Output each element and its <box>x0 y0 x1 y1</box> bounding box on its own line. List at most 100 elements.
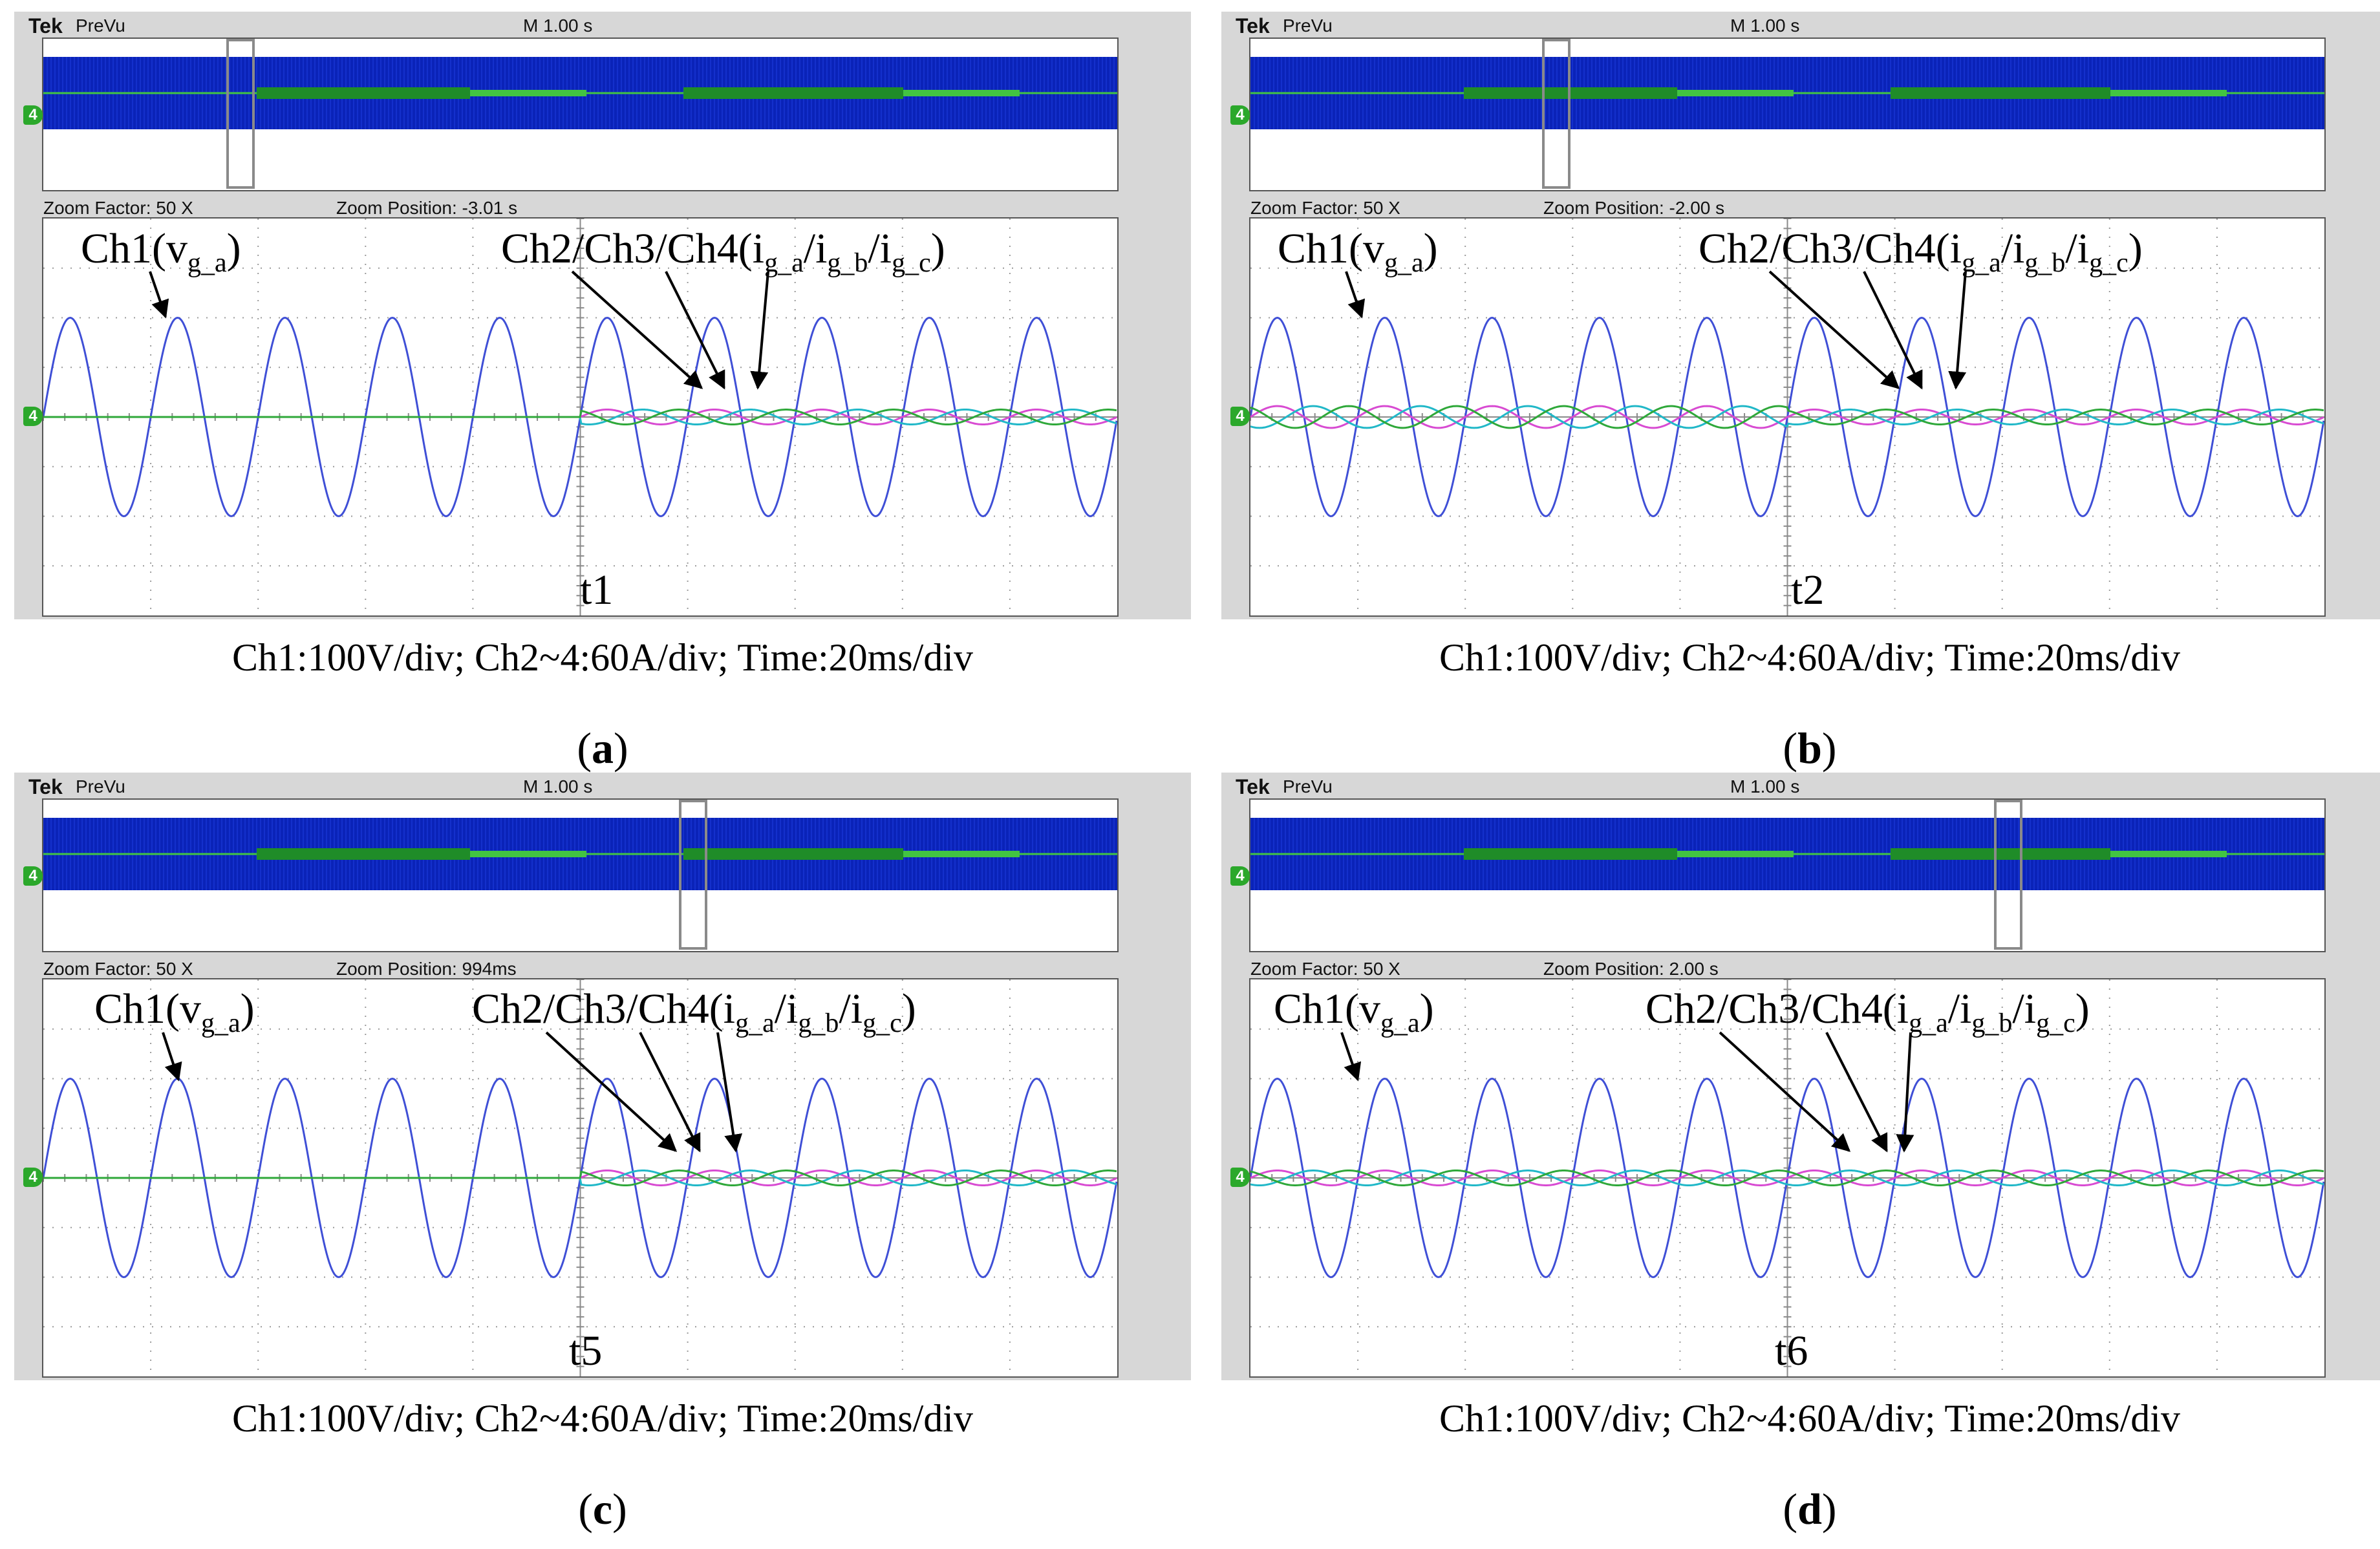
overview-current-segment <box>1891 848 2110 860</box>
ch234-annotation: Ch2/Ch3/Ch4(ig_a/ig_b/ig_c) <box>1699 225 2143 278</box>
annotation-arrow <box>639 1032 701 1153</box>
annotation-arrow <box>149 271 169 319</box>
zoom-factor-label: Zoom Factor: 50 X <box>1250 959 1400 979</box>
scale-caption: Ch1:100V/div; Ch2~4:60A/div; Time:20ms/d… <box>232 1397 973 1440</box>
overview-window <box>42 37 1119 191</box>
ch1-annotation: Ch1(vg_a) <box>94 985 255 1038</box>
annotation-arrow <box>571 270 703 389</box>
brand-label: Tek <box>1236 775 1270 798</box>
trace-ch4 <box>43 409 1117 425</box>
trace-ch1 <box>1250 1077 2324 1279</box>
zoom-window-box <box>226 39 255 189</box>
ground-marker-icon: 4 <box>1230 866 1250 886</box>
zoom-screen <box>1249 978 2326 1378</box>
scope-panel-c: Tek PreVu M 1.00 s 4 Zoom Factor: 50 X Z… <box>14 773 1191 1533</box>
annotation-arrow <box>1863 271 1923 390</box>
panel-label: (c) <box>578 1484 627 1533</box>
overview-window <box>1249 798 2326 952</box>
ground-marker-icon: 4 <box>1230 105 1250 125</box>
event-label: t6 <box>1775 1327 1808 1374</box>
overview-window <box>42 798 1119 952</box>
trace-ch2 <box>1250 1170 2324 1186</box>
trace-ch3 <box>1250 405 2324 429</box>
ch1-annotation: Ch1(vg_a) <box>1274 985 1434 1038</box>
scope-frame: Tek PreVu M 1.00 s 4 Zoom Factor: 50 X Z… <box>1221 773 2380 1380</box>
zoom-window-box <box>1542 39 1571 189</box>
overview-current-segment <box>257 848 470 860</box>
ground-marker-icon: 4 <box>23 105 43 125</box>
overview-current-segment <box>683 87 903 99</box>
scope-panel-b: Tek PreVu M 1.00 s 4 Zoom Factor: 50 X Z… <box>1221 12 2380 773</box>
timebase-label: M 1.00 s <box>1730 16 1800 36</box>
annotation-arrow <box>1896 1032 1914 1153</box>
brand-label: Tek <box>28 775 63 798</box>
zoom-screen <box>1249 217 2326 617</box>
event-label: t1 <box>580 566 614 614</box>
annotation-arrow <box>750 271 769 390</box>
panel-label: (b) <box>1783 723 1837 773</box>
zoom-screen <box>42 978 1119 1378</box>
overview-plot <box>43 800 1117 950</box>
annotation-arrow <box>162 1032 182 1082</box>
scale-caption: Ch1:100V/div; Ch2~4:60A/div; Time:20ms/d… <box>1439 636 2180 679</box>
annotation-arrow <box>1825 1032 1888 1153</box>
brand-label: Tek <box>28 14 63 37</box>
zoom-position-label: Zoom Position: -3.01 s <box>336 198 518 218</box>
trace-ch3 <box>1250 1170 2324 1186</box>
zoom-position-label: Zoom Position: 994ms <box>336 959 517 979</box>
brand-label: Tek <box>1236 14 1270 37</box>
trace-ch2 <box>1250 405 2324 429</box>
ground-marker-icon: 4 <box>23 866 43 886</box>
zoom-factor-label: Zoom Factor: 50 X <box>1250 198 1400 218</box>
ground-marker-icon: 4 <box>23 407 43 426</box>
event-label: t2 <box>1791 566 1825 614</box>
ch1-annotation: Ch1(vg_a) <box>81 225 241 278</box>
waveform-plot <box>43 219 1117 615</box>
overview-plot <box>1250 39 2324 189</box>
mode-label: PreVu <box>1283 16 1333 36</box>
zoom-position-label: Zoom Position: -2.00 s <box>1543 198 1725 218</box>
ch234-annotation: Ch2/Ch3/Ch4(ig_a/ig_b/ig_c) <box>1646 985 2090 1038</box>
mode-label: PreVu <box>1283 776 1333 796</box>
mode-label: PreVu <box>76 776 125 796</box>
zoom-factor-label: Zoom Factor: 50 X <box>43 959 193 979</box>
annotation-arrow <box>1719 1031 1851 1152</box>
ch234-annotation: Ch2/Ch3/Ch4(ig_a/ig_b/ig_c) <box>501 225 945 278</box>
overview-plot <box>1250 800 2324 950</box>
timebase-label: M 1.00 s <box>523 16 593 36</box>
panel-label: (d) <box>1783 1484 1837 1533</box>
annotation-arrow <box>1768 270 1900 389</box>
scope-frame: Tek PreVu M 1.00 s 4 Zoom Factor: 50 X Z… <box>14 12 1191 619</box>
scope-panel-a: Tek PreVu M 1.00 s 4 Zoom Factor: 50 X Z… <box>14 12 1191 773</box>
scale-caption: Ch1:100V/div; Ch2~4:60A/div; Time:20ms/d… <box>232 636 973 679</box>
zoom-factor-label: Zoom Factor: 50 X <box>43 198 193 218</box>
trace-ch4 <box>43 1170 1117 1186</box>
panel-label: (a) <box>577 723 628 773</box>
scope-panel-d: Tek PreVu M 1.00 s 4 Zoom Factor: 50 X Z… <box>1221 773 2380 1533</box>
ch1-annotation: Ch1(vg_a) <box>1278 225 1438 278</box>
overview-current-segment <box>1891 87 2110 99</box>
annotation-arrow <box>665 271 725 390</box>
trace-ch1 <box>1250 316 2324 518</box>
waveform-plot <box>1250 219 2324 615</box>
waveform-plot <box>43 979 1117 1376</box>
annotation-arrow <box>1345 271 1366 319</box>
zoom-screen <box>42 217 1119 617</box>
scope-frame: Tek PreVu M 1.00 s 4 Zoom Factor: 50 X Z… <box>14 773 1191 1380</box>
scope-frame: Tek PreVu M 1.00 s 4 Zoom Factor: 50 X Z… <box>1221 12 2380 619</box>
annotation-arrow <box>716 1032 743 1153</box>
trace-ch4 <box>1250 1170 2324 1186</box>
scale-caption: Ch1:100V/div; Ch2~4:60A/div; Time:20ms/d… <box>1439 1397 2180 1440</box>
ground-marker-icon: 4 <box>23 1168 43 1187</box>
ground-marker-icon: 4 <box>1230 407 1250 426</box>
overview-current-segment <box>1464 848 1677 860</box>
annotation-arrow <box>1948 271 1967 390</box>
waveform-plot <box>1250 979 2324 1376</box>
overview-current-segment <box>257 87 470 99</box>
overview-plot <box>43 39 1117 189</box>
annotation-arrow <box>545 1031 678 1152</box>
ch234-annotation: Ch2/Ch3/Ch4(ig_a/ig_b/ig_c) <box>472 985 916 1038</box>
timebase-label: M 1.00 s <box>1730 776 1800 796</box>
event-label: t5 <box>569 1327 603 1374</box>
